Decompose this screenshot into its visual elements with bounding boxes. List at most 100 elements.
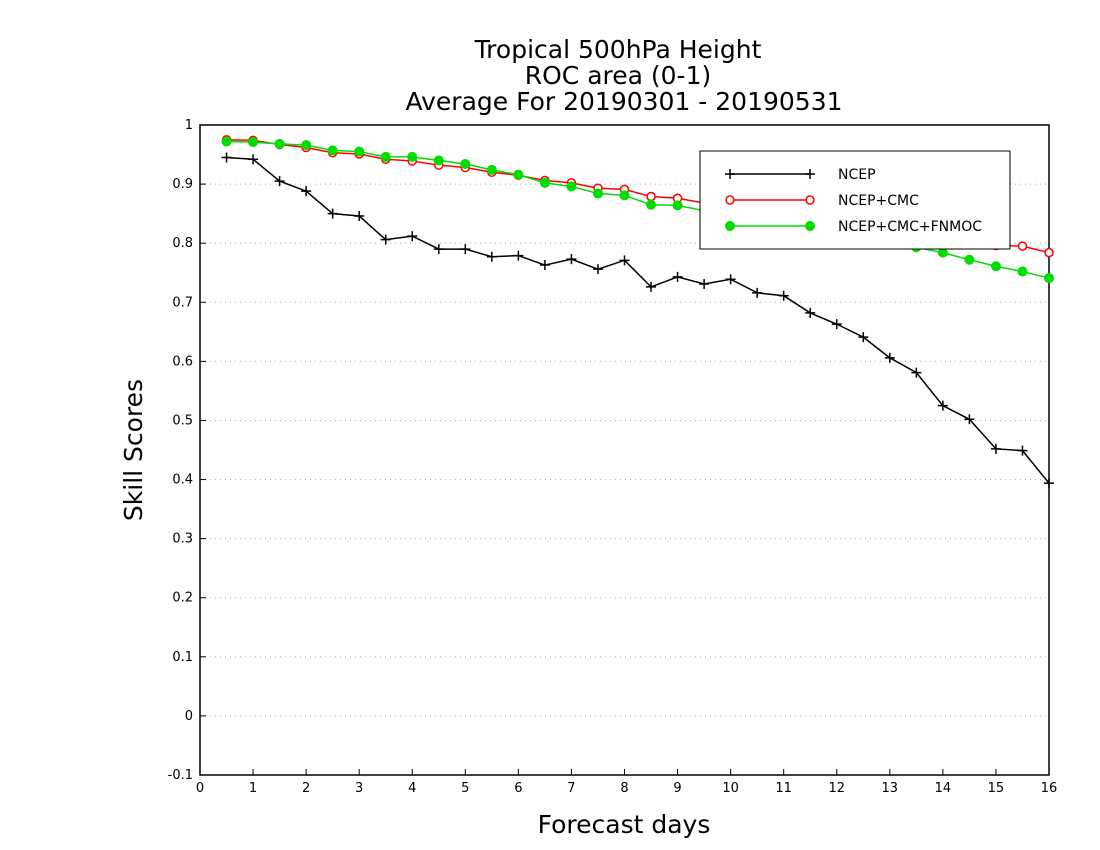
legend-marker (805, 195, 815, 205)
data-point (301, 140, 312, 151)
data-point (1044, 247, 1054, 258)
data-point (407, 231, 418, 242)
data-point (884, 352, 895, 363)
legend-entries: NCEP NCEP+CMC NCEP+CMC+FNMOC (725, 167, 982, 235)
y-tick-label: 0.3 (172, 532, 193, 547)
chart-title-line-1: Tropical 500hPa Height (474, 35, 762, 64)
data-point (513, 169, 524, 180)
data-point (752, 287, 763, 298)
data-point (248, 154, 259, 165)
data-point (248, 137, 259, 148)
series-ncep (221, 152, 1054, 489)
legend-entry: NCEP+CMC (725, 193, 919, 209)
x-tick-label: 1 (249, 781, 257, 796)
data-point (539, 260, 550, 271)
legend: NCEP NCEP+CMC NCEP+CMC+FNMOC (699, 150, 1011, 250)
x-tick-label: 13 (882, 781, 899, 796)
x-tick-label: 4 (408, 781, 416, 796)
data-point (460, 159, 471, 169)
data-point (778, 290, 789, 301)
data-point (646, 191, 656, 202)
data-point (937, 400, 948, 411)
legend-entry: NCEP (725, 167, 876, 183)
chart-title-line-2: ROC area (0-1) (525, 61, 712, 90)
data-point (964, 254, 975, 265)
data-point (327, 145, 338, 156)
data-point (858, 332, 869, 343)
data-point (990, 261, 1001, 272)
data-point (699, 278, 710, 289)
data-point (1017, 445, 1028, 456)
x-tick-label: 3 (355, 781, 363, 796)
x-tick-label: 14 (935, 781, 952, 796)
data-point (274, 138, 285, 149)
y-tick-label: 0.7 (172, 295, 193, 310)
x-tick-label: 9 (673, 781, 681, 796)
y-tick-label: 0.8 (172, 236, 193, 251)
data-point (1017, 266, 1028, 277)
data-point (1044, 273, 1054, 284)
data-point (566, 254, 577, 265)
x-tick-label: 0 (196, 781, 204, 796)
data-point (566, 181, 577, 192)
data-point (592, 188, 603, 199)
data-point (221, 136, 232, 147)
y-tick-label: -0.1 (168, 768, 193, 783)
axis-ticks: -0.100.10.20.30.40.50.60.70.80.910 1 2 3 4 5 6… (168, 118, 1058, 796)
x-tick-label: 7 (567, 781, 575, 796)
data-point (1044, 478, 1054, 489)
legend-marker (725, 221, 735, 231)
data-point (486, 164, 497, 175)
y-tick-label: 0.9 (172, 177, 193, 192)
y-tick-label: 0.2 (172, 591, 193, 606)
data-point (407, 151, 418, 162)
x-tick-label: 11 (775, 781, 792, 796)
x-tick-label: 15 (988, 781, 1005, 796)
y-tick-label: 1 (185, 118, 193, 133)
legend-entry: NCEP+CMC+FNMOC (725, 219, 982, 235)
y-tick-label: 0.6 (172, 354, 193, 369)
data-point (433, 155, 444, 166)
data-point (646, 199, 657, 210)
data-point (646, 281, 657, 292)
data-point (672, 200, 683, 211)
chart-title: Tropical 500hPa Height ROC area (0-1) Av… (405, 35, 842, 116)
data-point (592, 264, 603, 275)
y-tick-label: 0 (185, 709, 193, 724)
data-point (619, 190, 630, 201)
data-point (354, 211, 365, 221)
data-point (460, 244, 471, 255)
data-point (539, 177, 550, 188)
legend-marker (805, 169, 815, 179)
legend-marker (805, 221, 815, 231)
x-tick-label: 10 (722, 781, 739, 796)
x-tick-label: 12 (828, 781, 845, 796)
legend-label: NCEP+CMC+FNMOC (838, 219, 982, 235)
legend-marker (725, 169, 735, 179)
data-point (805, 307, 816, 318)
data-point (354, 146, 365, 157)
data-point (327, 208, 338, 219)
series-line (226, 156, 1050, 484)
legend-label: NCEP+CMC (838, 193, 919, 209)
data-point (513, 250, 524, 261)
y-tick-label: 0.1 (172, 650, 193, 665)
x-tick-label: 2 (302, 781, 310, 796)
data-point (619, 255, 630, 266)
data-point (964, 414, 975, 425)
y-tick-label: 0.4 (172, 473, 193, 488)
data-point (380, 151, 391, 162)
data-point (486, 251, 497, 262)
x-tick-label: 8 (620, 781, 628, 796)
data-point (380, 234, 391, 245)
x-axis-label: Forecast days (538, 810, 711, 839)
x-tick-label: 16 (1041, 781, 1058, 796)
data-point (911, 367, 922, 378)
data-point (672, 271, 683, 282)
x-tick-label: 6 (514, 781, 522, 796)
x-tick-label: 5 (461, 781, 469, 796)
legend-marker (725, 195, 735, 205)
chart-title-line-3: Average For 20190301 - 20190531 (405, 87, 842, 116)
data-point (301, 186, 312, 197)
